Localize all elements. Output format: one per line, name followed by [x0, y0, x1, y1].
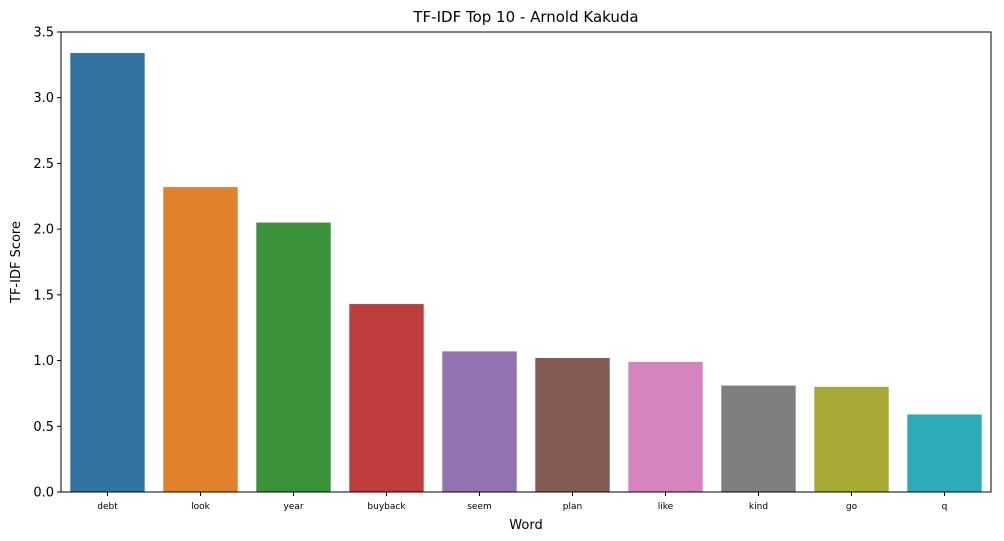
- y-axis-label: TF-IDF Score: [9, 221, 24, 304]
- bar-like: [628, 361, 703, 492]
- y-tick-label: 3.5: [33, 26, 54, 41]
- x-tick-label-buyback: buyback: [367, 502, 406, 512]
- y-tick-label: 2.0: [33, 223, 54, 238]
- bar-go: [814, 386, 889, 492]
- y-tick-label: 3.0: [33, 91, 54, 106]
- x-tick-label-seem: seem: [467, 502, 492, 512]
- y-tick-label: 0.5: [33, 420, 54, 435]
- bar-kind: [721, 385, 796, 492]
- y-tick-label: 0.0: [33, 486, 54, 501]
- x-tick-label-debt: debt: [97, 502, 118, 512]
- x-tick-label-like: like: [658, 502, 674, 512]
- x-tick-label-q: q: [942, 502, 948, 512]
- x-tick-label-kind: kind: [749, 502, 768, 512]
- plot-area: debt look year buyback seem plan like kind go q 0.…: [33, 26, 992, 512]
- bar-look: [163, 187, 238, 492]
- y-tick-label: 1.0: [33, 354, 54, 369]
- y-tick-label: 2.5: [33, 157, 54, 172]
- bar-debt: [70, 53, 145, 492]
- x-tick-label-year: year: [283, 502, 303, 512]
- x-tick-label-look: look: [191, 502, 211, 512]
- x-axis-label: Word: [509, 518, 542, 533]
- bar-seem: [442, 351, 517, 492]
- bar-year: [256, 222, 331, 492]
- bar-plan: [535, 357, 610, 492]
- bar-buyback: [349, 304, 424, 492]
- plot-frame: [60, 31, 992, 493]
- chart-title: TF-IDF Top 10 - Arnold Kakuda: [412, 8, 638, 26]
- y-tick-label: 1.5: [33, 288, 54, 303]
- x-tick-label-plan: plan: [563, 502, 582, 512]
- bar-q: [907, 414, 982, 492]
- x-tick-label-go: go: [846, 502, 858, 512]
